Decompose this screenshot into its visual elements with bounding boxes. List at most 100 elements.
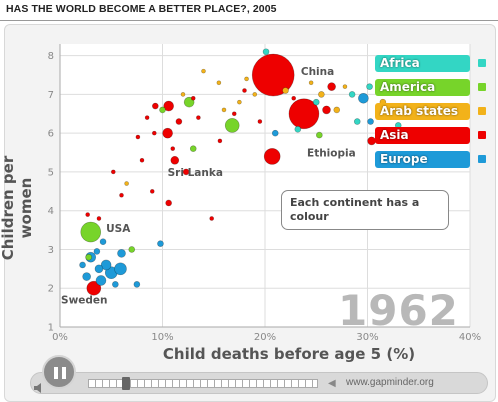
data-point <box>159 106 166 114</box>
data-point <box>117 249 126 258</box>
pause-icon[interactable] <box>42 355 76 389</box>
bubbles <box>79 48 402 296</box>
data-point <box>94 264 104 274</box>
annotation-label: Sweden <box>61 295 108 307</box>
data-point <box>189 145 197 152</box>
data-point <box>85 212 90 217</box>
legend-swatch <box>478 131 486 139</box>
data-point <box>144 115 150 120</box>
chevron-left-icon[interactable]: ◀ <box>328 378 336 389</box>
data-point <box>237 99 242 105</box>
data-point <box>367 118 374 125</box>
legend-item-asia[interactable]: Asia <box>375 127 493 144</box>
tick-labels: 0% 10% 20% 30% 40% 1 2 3 4 5 6 7 8 <box>48 51 481 343</box>
data-point <box>165 199 172 207</box>
data-point <box>182 168 190 176</box>
data-point <box>358 92 369 104</box>
title-divider <box>0 20 498 21</box>
data-point <box>124 181 129 186</box>
data-point <box>86 280 102 296</box>
data-point <box>327 82 336 91</box>
legend-swatch <box>478 155 486 163</box>
annotation-label: USA <box>106 223 131 235</box>
data-point <box>133 281 141 288</box>
legend-label: Europe <box>375 151 470 168</box>
data-point <box>82 272 91 281</box>
data-point <box>196 115 201 120</box>
legend-item-africa[interactable]: Africa <box>375 55 493 72</box>
data-point <box>318 91 325 98</box>
timeline-slider[interactable] <box>88 379 318 388</box>
data-point <box>152 102 159 110</box>
data-point <box>139 158 145 163</box>
data-point <box>149 189 155 194</box>
y-axis-label: Children per women <box>0 155 35 261</box>
data-point <box>263 148 281 165</box>
data-point <box>180 92 186 97</box>
data-point <box>316 131 323 139</box>
data-point <box>209 216 214 221</box>
data-point <box>342 84 348 89</box>
data-point <box>93 248 101 255</box>
x-tick-label: 10% <box>151 332 173 343</box>
speaker-icon[interactable] <box>33 378 43 393</box>
legend-label: Arab states <box>375 103 470 120</box>
data-point <box>96 216 102 221</box>
data-point <box>291 95 297 101</box>
data-point <box>79 261 86 269</box>
data-point <box>282 87 289 94</box>
timeline-handle[interactable] <box>122 377 130 390</box>
data-point <box>170 146 176 151</box>
annotation-label: China <box>301 66 334 78</box>
legend-swatch <box>478 107 486 115</box>
data-point <box>190 95 196 101</box>
x-tick-label: 30% <box>356 332 378 343</box>
data-point <box>99 238 107 246</box>
data-point <box>262 48 270 56</box>
data-point <box>112 281 119 288</box>
data-point <box>348 91 356 98</box>
legend-label: America <box>375 79 470 96</box>
legend-label: Asia <box>375 127 470 144</box>
legend-swatch <box>478 83 486 91</box>
data-point <box>183 96 195 108</box>
y-tick-label: 7 <box>48 90 54 101</box>
y-tick-label: 1 <box>48 323 54 334</box>
data-point <box>294 125 302 133</box>
data-point <box>85 253 92 261</box>
legend-label: Africa <box>375 55 470 72</box>
annotation-label: Ethiopia <box>307 147 356 159</box>
y-tick-label: 3 <box>48 245 54 256</box>
legend-item-arab-states[interactable]: Arab states <box>375 103 493 120</box>
data-point <box>119 192 124 198</box>
y-tick-label: 2 <box>48 284 54 295</box>
data-point <box>163 100 174 112</box>
data-point <box>353 118 361 125</box>
data-point <box>288 98 320 130</box>
data-point <box>217 138 223 144</box>
data-point <box>271 129 279 137</box>
legend-item-america[interactable]: America <box>375 79 493 96</box>
data-point <box>231 111 237 117</box>
y-tick-label: 5 <box>48 167 54 178</box>
data-point <box>221 107 227 113</box>
data-point <box>95 275 107 286</box>
page-title: HAS THE WORLD BECOME A BETTER PLACE?, 20… <box>6 3 277 15</box>
data-point <box>252 92 258 97</box>
annotation-label: Sri Lanka <box>168 167 223 179</box>
credit-link[interactable]: www.gapminder.org <box>346 377 434 388</box>
x-axis-label: Child deaths before age 5 (%) <box>162 345 416 363</box>
data-point <box>366 83 373 90</box>
data-point <box>100 259 112 271</box>
x-tick-label: 40% <box>459 332 481 343</box>
year-watermark: 1962 <box>338 286 459 335</box>
data-point <box>224 118 240 133</box>
x-tick-label: 0% <box>52 332 68 343</box>
legend-item-europe[interactable]: Europe <box>375 151 493 168</box>
data-point <box>152 130 157 136</box>
data-point <box>162 127 173 139</box>
legend: Africa America Arab states Asia Europe <box>375 55 493 175</box>
data-point <box>114 262 127 276</box>
data-point <box>170 156 180 165</box>
data-point <box>135 134 141 140</box>
